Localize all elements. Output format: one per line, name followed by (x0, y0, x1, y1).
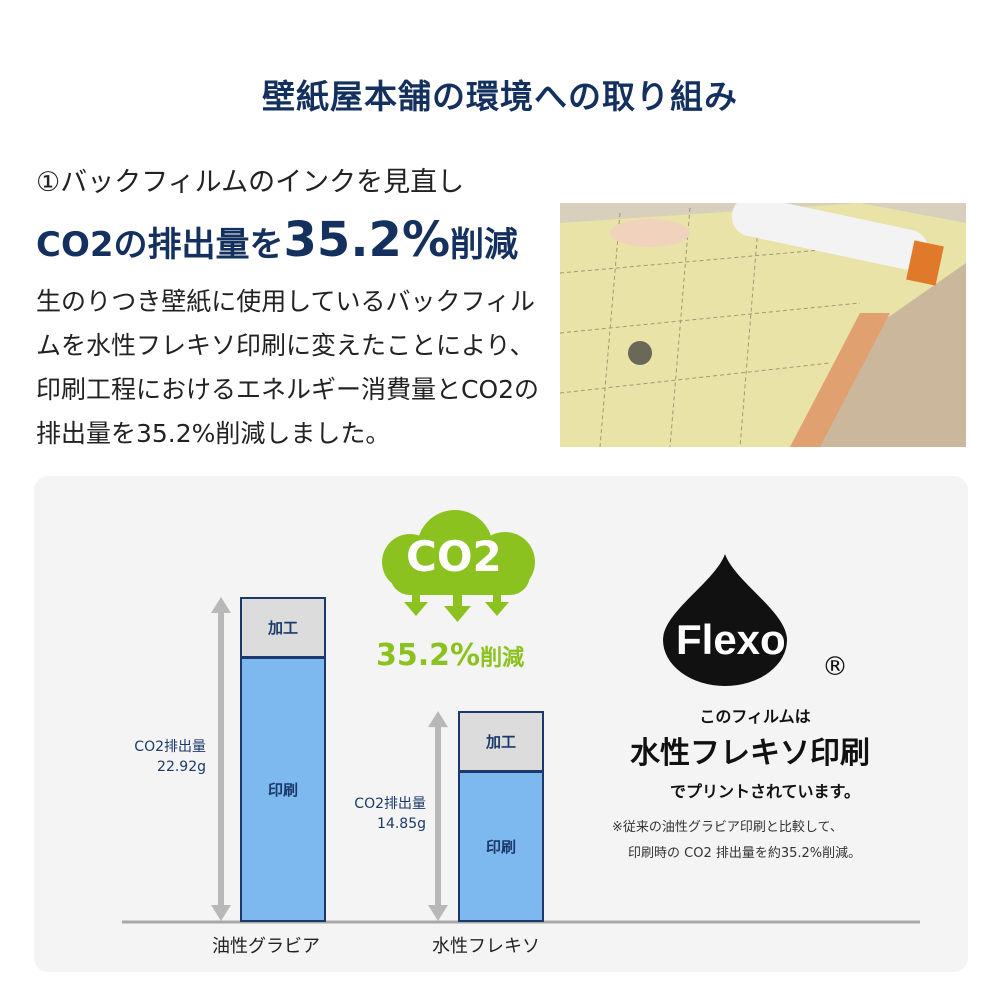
cloud-co2-label: CO2 (406, 532, 502, 581)
total-value: 22.92g (157, 759, 206, 775)
body-text: 生のりつき壁紙に使用しているバックフィルムを水性フレキソ印刷に変えたことにより、… (36, 287, 540, 448)
heading-value: 35.2% (283, 212, 451, 268)
flexo-note2: 印刷時の CO2 排出量を約35.2%削減。 (628, 846, 862, 861)
backfilm-photo (560, 203, 966, 447)
total-label-2: CO2排出量 14.85g (318, 794, 426, 834)
flexo-logo-text: Flexo (676, 616, 786, 663)
bar-segment-print: 印刷 (458, 771, 544, 922)
total-label-text: CO2排出量 (354, 796, 426, 812)
page-title: 壁紙屋本舗の環境への取り組み (262, 77, 738, 116)
bar-segment-print: 印刷 (240, 656, 326, 922)
total-label-text: CO2排出量 (134, 739, 206, 755)
ink-drop-icon (663, 554, 787, 686)
flexo-line3: でプリントされています。 (670, 782, 860, 801)
double-arrow-icon (211, 597, 231, 921)
bar-segment-process: 加工 (240, 597, 326, 658)
heading-suffix: 削減 (450, 225, 519, 265)
flexo-note1: ※従来の油性グラビア印刷と比較して、 (612, 820, 843, 835)
flexo-line2: 水性フレキソ印刷 (630, 736, 870, 771)
registered-mark: ® (822, 652, 848, 682)
flexo-line1: このフィルムは (699, 707, 811, 726)
reduction-heading: CO2の排出量を35.2%削減 (36, 212, 518, 268)
reduction-label: 35.2%削減 (376, 638, 525, 673)
heading-prefix: CO2の排出量を (36, 225, 284, 265)
total-value: 14.85g (377, 816, 426, 832)
co2-cloud-icon (382, 510, 535, 622)
total-label-1: CO2排出量 22.92g (100, 737, 206, 777)
category-label-oil-gravure: 油性グラビア (212, 936, 320, 957)
category-label-water-flexo: 水性フレキソ (432, 936, 540, 957)
double-arrow-icon (428, 711, 448, 921)
bar-segment-process: 加工 (458, 711, 544, 773)
section-heading: ①バックフィルムのインクを見直し (36, 167, 465, 198)
